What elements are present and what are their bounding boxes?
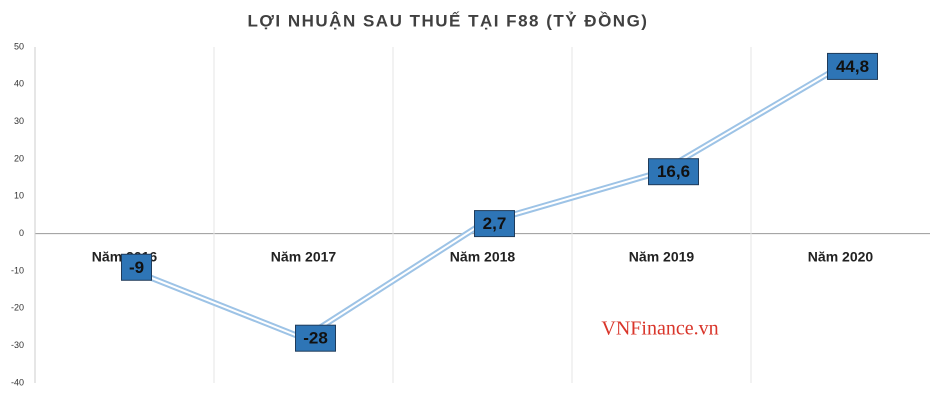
y-tick-label: -40: [11, 377, 24, 387]
y-tick-label: 20: [14, 153, 24, 163]
watermark: VNFinance.vn: [601, 318, 718, 340]
x-tick-label: Năm 2020: [808, 248, 874, 264]
x-tick-label: Năm 2017: [271, 248, 337, 264]
value-label-box: [121, 253, 152, 281]
value-label: 44,8: [836, 57, 869, 76]
value-label-box: [827, 52, 878, 80]
y-tick-label: 40: [14, 79, 24, 89]
y-tick-label: -20: [11, 303, 24, 313]
y-tick-label: -30: [11, 340, 24, 350]
value-label: 16,6: [657, 162, 690, 181]
value-label: 2,7: [483, 214, 507, 233]
chart-title: LỢI NHUẬN SAU THUẾ TẠI F88 (TỶ ĐỒNG): [248, 11, 649, 30]
value-label: -9: [129, 258, 144, 277]
value-label-box: [648, 158, 699, 186]
x-tick-label: Năm 2019: [629, 248, 695, 264]
line-outline: [123, 63, 843, 342]
line: [124, 65, 842, 340]
y-tick-label: 0: [19, 228, 24, 238]
y-tick-label: 30: [14, 116, 24, 126]
value-label-box: [474, 210, 515, 238]
value-label-box: [295, 324, 336, 352]
y-tick-label: 10: [14, 191, 24, 201]
y-tick-label: 50: [14, 41, 24, 51]
x-tick-label: Năm 2018: [450, 248, 516, 264]
value-label: -28: [303, 329, 328, 348]
y-tick-label: -10: [11, 265, 24, 275]
